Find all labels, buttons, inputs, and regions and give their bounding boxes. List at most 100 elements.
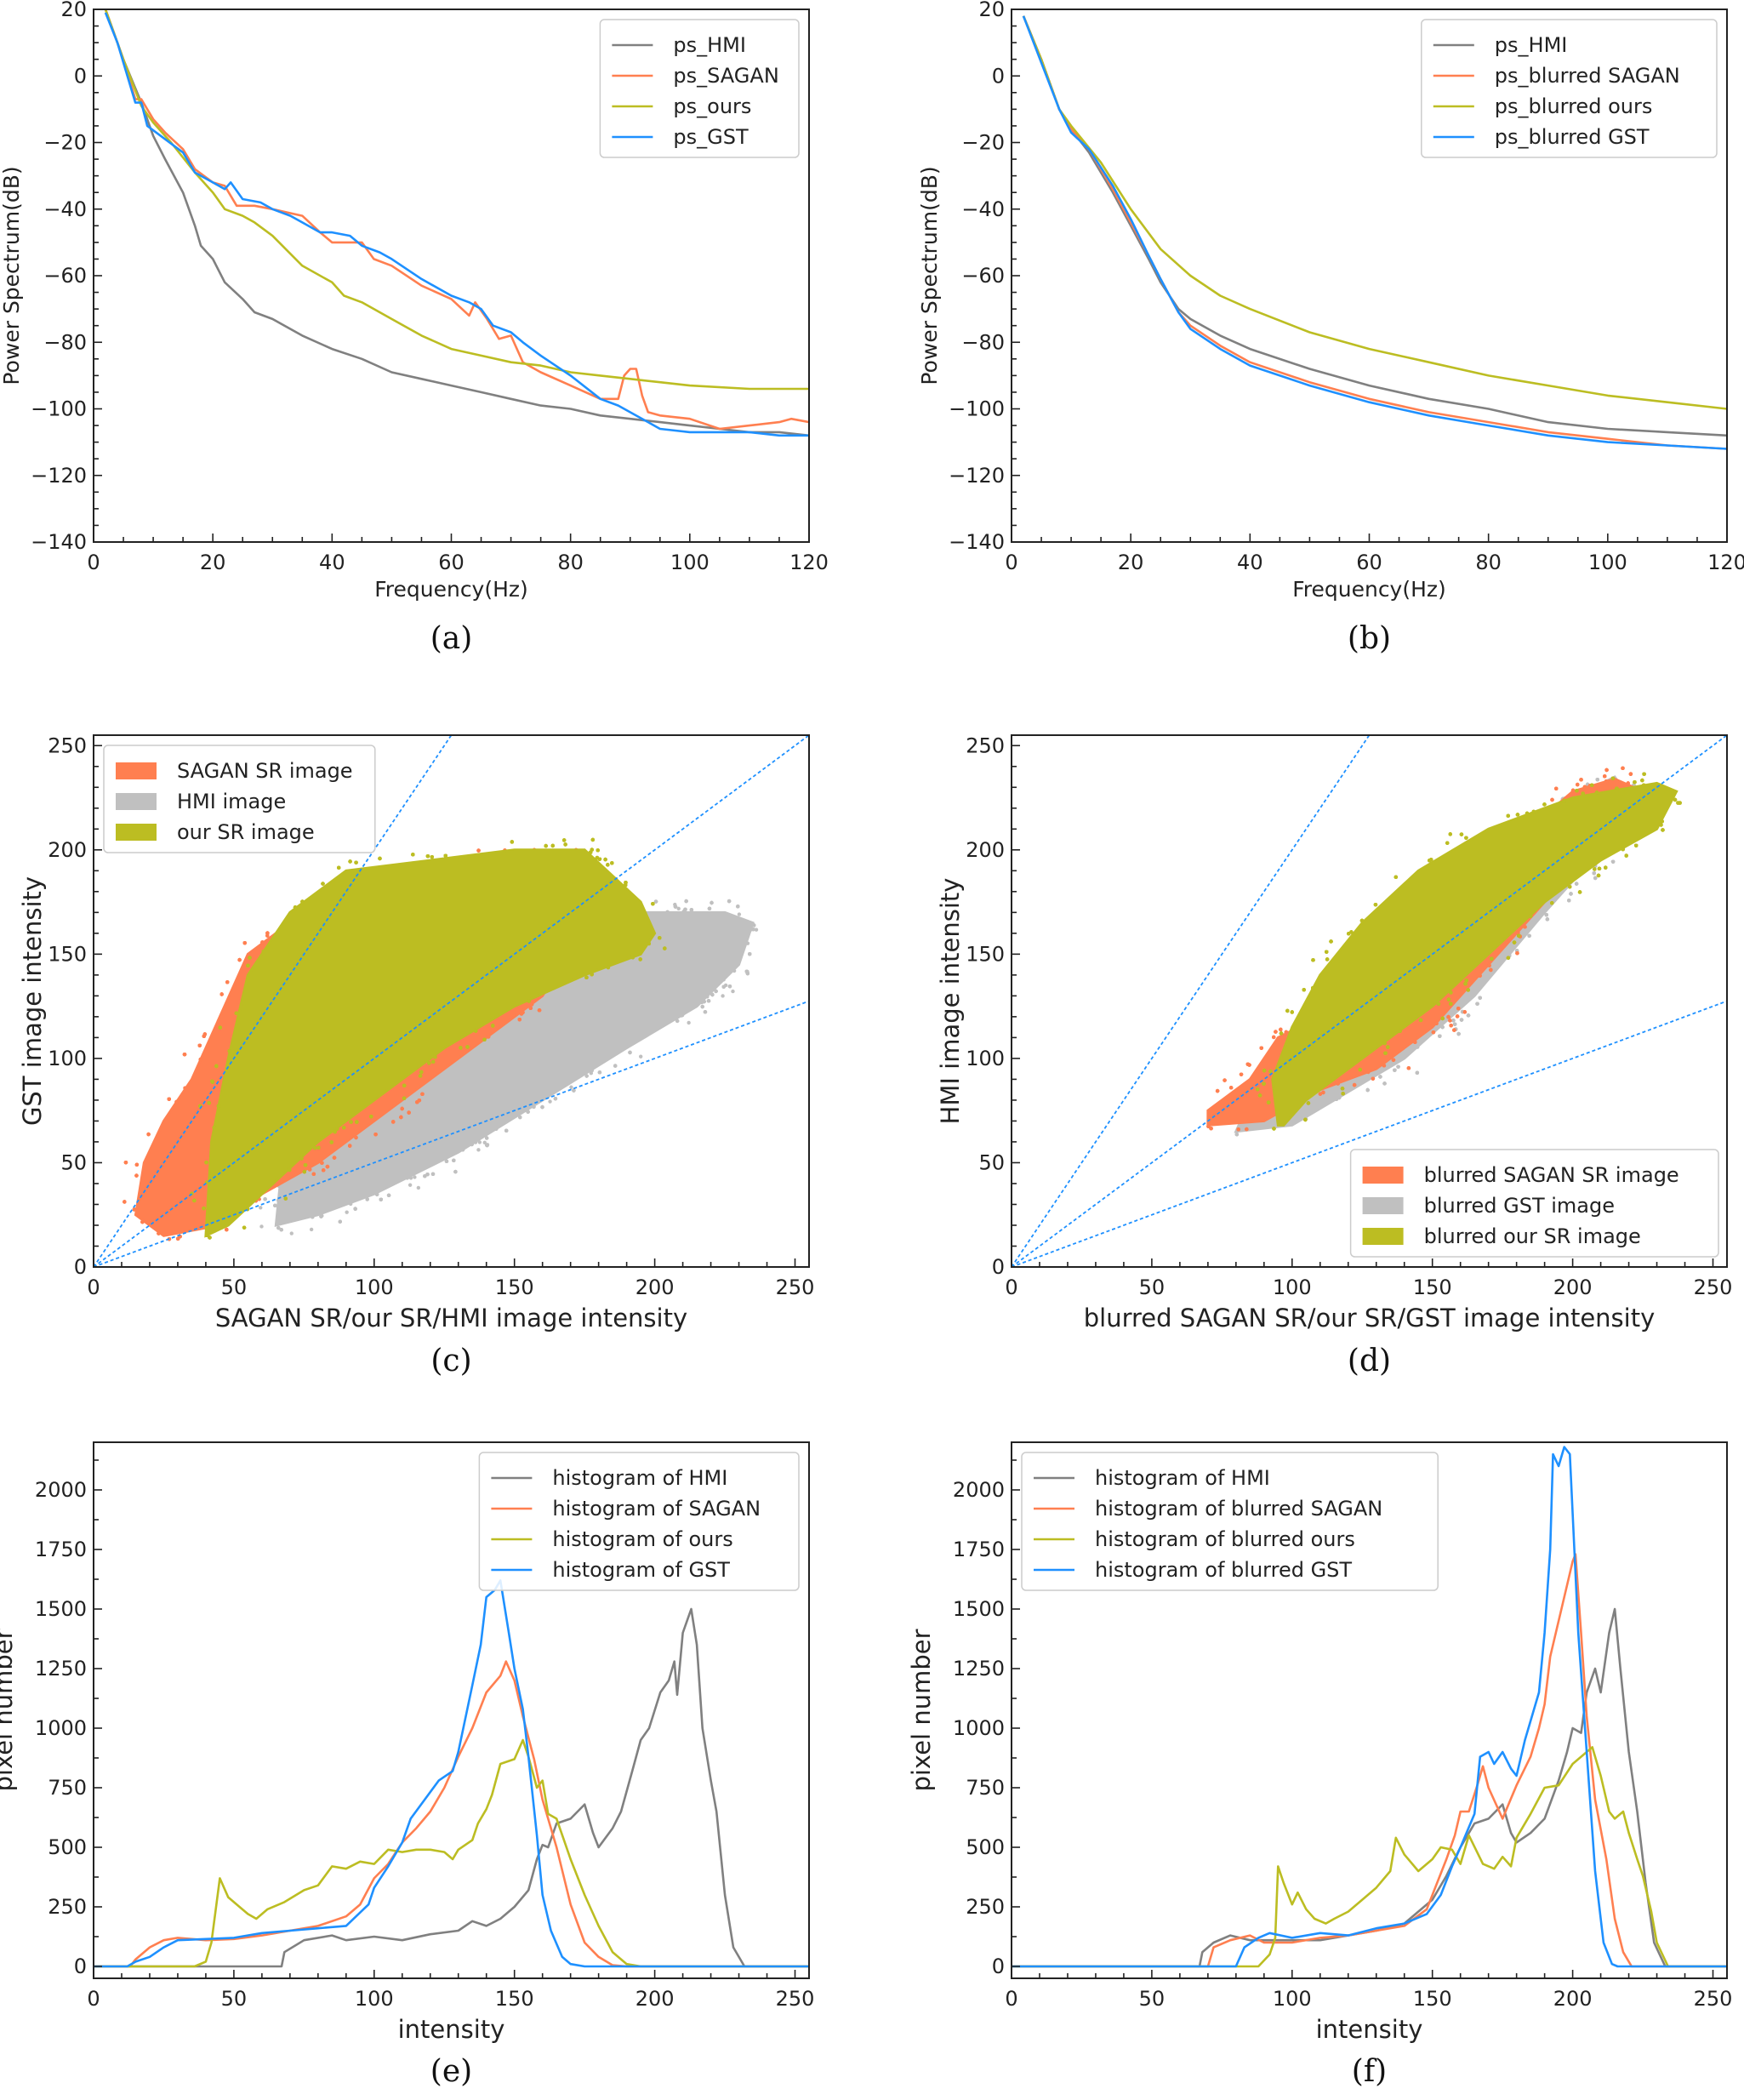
y-tick-label: −40 (961, 197, 1005, 221)
x-tick-label: 200 (635, 1987, 675, 2011)
x-tick-label: 0 (87, 551, 100, 574)
legend-label: histogram of HMI (1095, 1466, 1270, 1490)
scatter-point (1215, 1088, 1220, 1093)
scatter-point (590, 837, 596, 842)
scatter-point (1466, 988, 1470, 992)
scatter-point (1449, 990, 1453, 995)
x-tick-label: 100 (355, 1275, 394, 1299)
scatter-point (1660, 819, 1664, 824)
series-line-histogram-of-blurred-sagan (1012, 1553, 1727, 1968)
y-tick-label: 500 (48, 1835, 87, 1859)
scatter-point (1633, 843, 1639, 847)
y-tick-label: 1500 (953, 1597, 1005, 1621)
axes-frame (1011, 734, 1728, 1268)
scatter-point (1624, 853, 1628, 858)
scatter-point (430, 1172, 436, 1176)
scatter-point (603, 857, 607, 862)
scatter-point (307, 1167, 312, 1172)
scatter-point (705, 995, 710, 999)
scatter-point (754, 927, 759, 932)
scatter-point (210, 1079, 214, 1084)
axes-frame (93, 734, 810, 1268)
y-tick-label: 250 (966, 733, 1005, 757)
scatter-point (1554, 786, 1559, 791)
y-tick-label: 50 (60, 1150, 87, 1174)
y-tick-label: 250 (48, 1895, 87, 1919)
scatter-point (433, 1055, 437, 1059)
chart-c: 0 50 100 150 200 250 0 50 100 150 200 250 SAGAN SR/o… (18, 733, 814, 1378)
series-line-histogram-of-ours (94, 1738, 809, 1968)
scatter-point (1325, 957, 1330, 962)
y-tick-label: −140 (949, 530, 1005, 554)
scatter-point (1340, 1087, 1345, 1091)
scatter-point (1321, 1090, 1325, 1095)
scatter-point (408, 1176, 413, 1180)
scatter-point (1592, 871, 1596, 876)
scatter-point (219, 992, 224, 996)
scatter-point (721, 994, 725, 998)
scatter-point (1487, 963, 1491, 967)
scatter-point (684, 899, 688, 904)
scatter-point (1531, 809, 1536, 814)
x-tick-label: 60 (438, 551, 464, 574)
scatter-point (1279, 1027, 1283, 1032)
y-tick-label: 1750 (35, 1538, 87, 1561)
legend-label: histogram of GST (552, 1558, 730, 1582)
scatter-point (1490, 956, 1494, 961)
legend-label: blurred SAGAN SR image (1424, 1163, 1679, 1187)
x-tick-label: 120 (789, 551, 829, 574)
scatter-point (1365, 1087, 1370, 1093)
scatter-point (689, 908, 694, 912)
scatter-point (563, 842, 567, 847)
scatter-point (1515, 951, 1519, 956)
scatter-point (658, 936, 662, 940)
scatter-point (248, 956, 252, 960)
legend-item: histogram of SAGAN (491, 1497, 761, 1521)
scatter-point (354, 860, 358, 865)
plot-area (1012, 1446, 1727, 1968)
scatter-point (452, 1158, 456, 1163)
legend-label: blurred GST image (1424, 1194, 1615, 1218)
scatter-point (1347, 932, 1351, 936)
scatter-point (529, 1002, 534, 1007)
scatter-point (710, 900, 714, 905)
scatter-point (399, 1115, 403, 1120)
x-tick-label: 80 (1475, 551, 1502, 574)
scatter-point (630, 956, 635, 960)
scatter-point (279, 1228, 283, 1232)
scatter-point (197, 1043, 202, 1047)
scatter-point (293, 905, 298, 910)
scatter-point (1567, 885, 1572, 889)
scatter-point (319, 1214, 323, 1218)
scatter-point (553, 1096, 558, 1101)
scatter-point (1517, 933, 1521, 938)
scatter-point (192, 1198, 197, 1203)
scatter-point (1434, 1021, 1439, 1026)
scatter-point (321, 882, 325, 886)
scatter-point (1256, 1087, 1260, 1092)
scatter-point (597, 1070, 602, 1075)
scatter-point (265, 931, 270, 935)
scatter-point (347, 1144, 352, 1148)
scatter-point (273, 1203, 277, 1208)
legend: histogram of HMI histogram of blurred SAG… (1021, 1452, 1439, 1591)
scatter-point (1550, 901, 1554, 905)
scatter-point (1673, 797, 1678, 802)
scatter-point (259, 1224, 264, 1229)
legend-swatch (1362, 1167, 1404, 1184)
scatter-point (1478, 996, 1482, 1000)
x-tick-label: 0 (1005, 551, 1017, 574)
legend-item: histogram of ours (491, 1527, 733, 1551)
scatter-point (550, 843, 555, 848)
scatter-point (606, 965, 611, 970)
legend-label: ps_blurred GST (1495, 125, 1650, 149)
legend-label: histogram of SAGAN (552, 1497, 761, 1521)
legend-label: ps_HMI (1495, 33, 1568, 57)
y-tick-label: −80 (43, 330, 87, 354)
scatter-point (335, 1127, 339, 1131)
y-tick-label: 750 (48, 1776, 87, 1800)
x-tick-label: 20 (1118, 551, 1144, 574)
legend-swatch (116, 824, 157, 841)
scatter-point (1452, 1028, 1456, 1032)
